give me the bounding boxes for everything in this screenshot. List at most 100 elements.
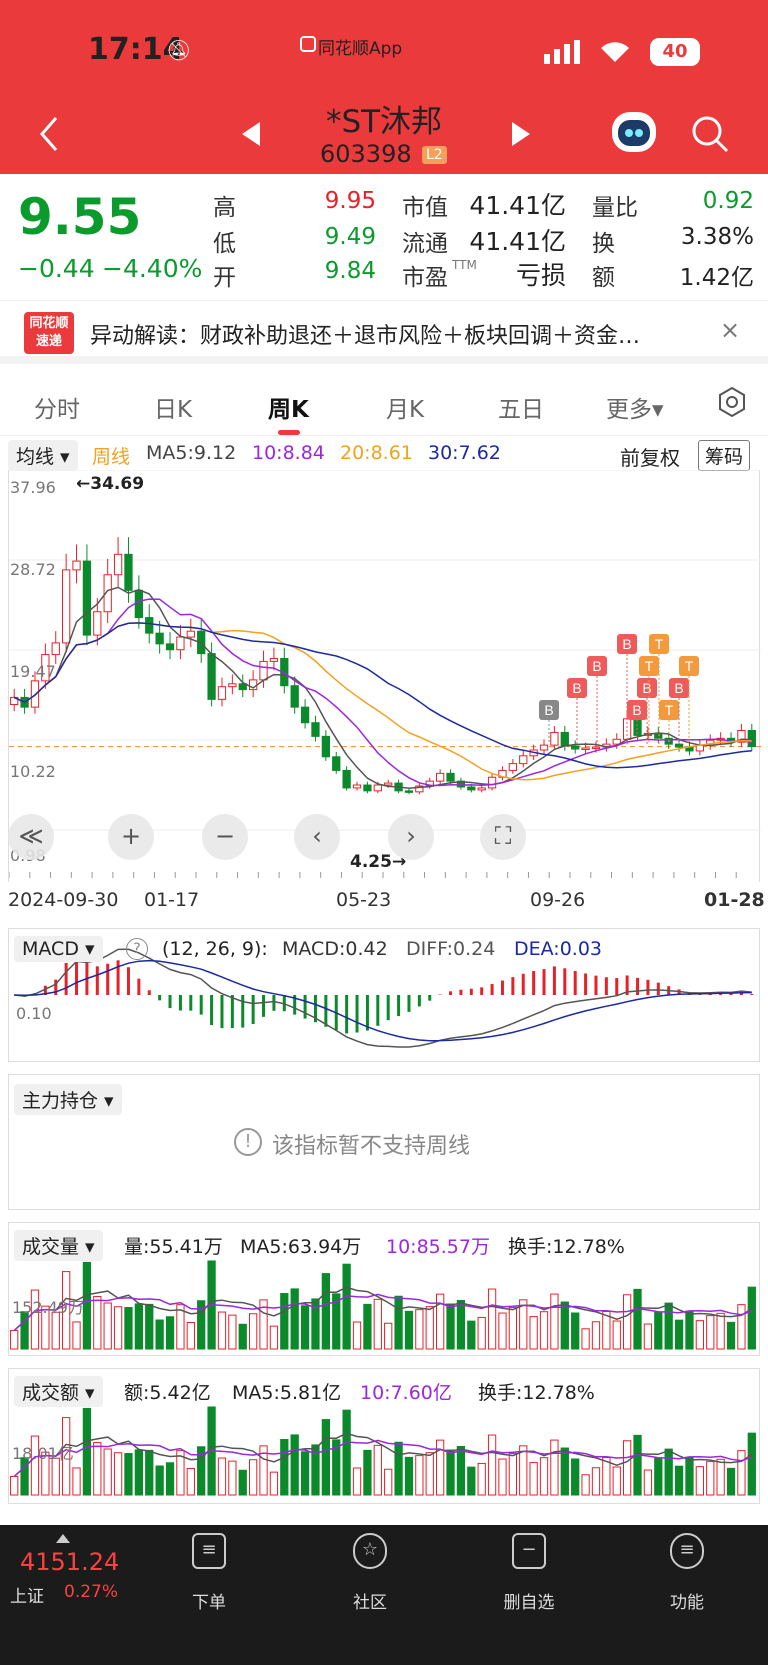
- volume-bar: [30, 1289, 40, 1350]
- ma-selector[interactable]: 均线 ▾: [8, 440, 78, 471]
- macd-panel[interactable]: [8, 928, 760, 1062]
- scroll-left-icon[interactable]: ‹: [294, 814, 340, 860]
- zoom-in-icon[interactable]: +: [108, 814, 154, 860]
- tab-intraday[interactable]: 分时: [34, 397, 80, 423]
- index-value[interactable]: 4151.24: [20, 1548, 120, 1576]
- macd-selector[interactable]: MACD ▾: [14, 936, 103, 962]
- volume-panel[interactable]: [8, 1222, 760, 1356]
- candle-body: [134, 589, 143, 619]
- volume-bar: [685, 1310, 694, 1350]
- signal-badge: [659, 700, 679, 720]
- amount-ma10-line: [13, 1439, 753, 1478]
- amount-bar: [62, 1417, 71, 1496]
- nav-order[interactable]: 下单: [192, 1593, 226, 1613]
- quote-panel: [0, 174, 768, 298]
- zoom-out-icon[interactable]: −: [202, 814, 248, 860]
- volume-bar: [404, 1310, 414, 1350]
- candle-body: [186, 630, 195, 638]
- signal-icon: [544, 40, 580, 68]
- nav-remove-watchlist[interactable]: 删自选: [503, 1593, 555, 1613]
- candle-body: [290, 685, 299, 708]
- volume-bar: [165, 1316, 175, 1350]
- candle-body: [207, 653, 216, 700]
- signal-badge: [679, 656, 699, 676]
- amount-bar: [176, 1450, 185, 1496]
- amount-panel[interactable]: [8, 1368, 760, 1504]
- amount-bar: [228, 1460, 237, 1496]
- tab-five-day[interactable]: 五日: [498, 397, 544, 423]
- tab-more[interactable]: 更多▾: [606, 397, 664, 423]
- stat-label: 低: [213, 231, 236, 257]
- tab-daily-k[interactable]: 日K: [154, 397, 193, 423]
- amount-bar: [425, 1452, 434, 1496]
- candle-body: [30, 680, 40, 708]
- tab-monthly-k[interactable]: 月K: [386, 397, 425, 423]
- next-stock-icon[interactable]: [510, 120, 532, 152]
- nav-community[interactable]: 社区: [353, 1593, 387, 1613]
- volume-bar: [176, 1304, 185, 1350]
- news-headline[interactable]: 异动解读：财政补助退还＋退市风险＋板块回调＋资金…: [90, 324, 641, 349]
- amount-bar: [10, 1475, 19, 1496]
- adjust-mode[interactable]: 前复权: [620, 446, 680, 470]
- volume-bar: [487, 1288, 497, 1350]
- amount-bar: [155, 1465, 164, 1496]
- amount-bar: [415, 1455, 424, 1496]
- remove-watchlist-icon[interactable]: −: [512, 1533, 546, 1569]
- app-logo-icon: [300, 36, 316, 52]
- amount-y-label: 18.01亿: [12, 1444, 74, 1463]
- volume-bar: [384, 1322, 393, 1350]
- amount-selector[interactable]: 成交额 ▾: [14, 1376, 103, 1407]
- search-icon[interactable]: [690, 114, 730, 158]
- scroll-right-icon[interactable]: ›: [388, 814, 434, 860]
- volume-bar: [300, 1305, 310, 1350]
- signal-badge: [649, 634, 669, 654]
- signal-badge: [539, 700, 559, 720]
- news-bar[interactable]: [0, 300, 768, 364]
- news-badge: 同花顺 速递: [24, 312, 74, 354]
- prev-stock-icon[interactable]: [240, 120, 262, 152]
- volume-bar: [290, 1288, 299, 1350]
- help-icon[interactable]: ?: [126, 938, 148, 960]
- tab-weekly-k[interactable]: 周K: [268, 397, 309, 423]
- assistant-robot-icon[interactable]: [612, 112, 656, 152]
- candle-body: [747, 730, 756, 748]
- volume-bar: [113, 1306, 123, 1350]
- signal-label: B: [572, 680, 581, 696]
- amount-bar: [716, 1458, 725, 1496]
- functions-icon[interactable]: ≡: [670, 1533, 704, 1569]
- volume-selector[interactable]: 成交量 ▾: [14, 1230, 103, 1261]
- close-icon[interactable]: ×: [720, 316, 741, 344]
- main-position-selector[interactable]: 主力持仓 ▾: [14, 1084, 122, 1115]
- signal-label: T: [665, 702, 674, 718]
- mute-bell-icon: 🔕︎: [166, 38, 192, 62]
- stat-label: 开: [213, 265, 236, 291]
- community-icon[interactable]: ☆: [353, 1533, 387, 1569]
- settings-icon[interactable]: [716, 386, 748, 422]
- signal-badge: [617, 634, 637, 654]
- candle-body: [487, 776, 497, 789]
- signal-label: B: [622, 636, 631, 652]
- level2-badge[interactable]: L2: [422, 146, 447, 164]
- chips-button[interactable]: 筹码: [698, 440, 751, 471]
- ma10-value: 10:8.84: [252, 442, 325, 464]
- back-icon[interactable]: [36, 114, 60, 158]
- amount-bar: [20, 1457, 29, 1496]
- price-change: −0.44: [18, 254, 95, 283]
- volume-bar: [332, 1293, 341, 1350]
- amount-bar: [124, 1453, 133, 1496]
- order-icon[interactable]: ≡: [192, 1533, 226, 1569]
- amount-bar: [477, 1462, 486, 1496]
- amount-bar: [498, 1458, 507, 1496]
- stat-value: 亏损: [515, 261, 566, 290]
- signal-badge: [567, 678, 587, 698]
- volume-bar: [560, 1301, 569, 1350]
- volume-bar: [342, 1263, 351, 1350]
- volume-bar: [62, 1271, 71, 1350]
- x-axis-label: 09-26: [530, 889, 586, 911]
- diff-value: DIFF:0.24: [406, 938, 496, 960]
- nav-functions[interactable]: 功能: [670, 1593, 704, 1613]
- rewind-icon[interactable]: ≪: [8, 814, 54, 860]
- fullscreen-icon[interactable]: ⛶: [480, 814, 526, 860]
